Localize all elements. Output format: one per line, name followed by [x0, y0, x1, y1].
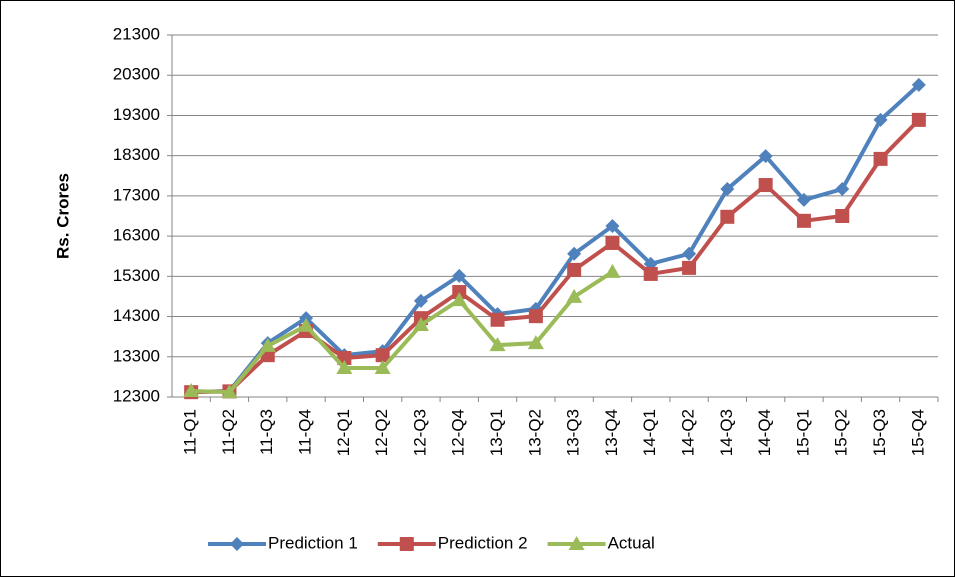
data-point: [605, 219, 620, 234]
data-point: [873, 151, 888, 166]
data-point: [528, 309, 543, 324]
data-point: [796, 213, 811, 228]
data-point: [682, 246, 697, 261]
data-point: [911, 77, 926, 92]
data-point: [336, 360, 353, 375]
data-point: [835, 182, 850, 197]
x-tick-label: 14-Q4: [755, 409, 774, 456]
y-axis-label: Rs. Crores: [53, 173, 72, 259]
legend-label: Actual: [608, 533, 655, 552]
data-point: [604, 263, 621, 278]
data-point: [490, 312, 505, 327]
y-tick-label: 16300: [113, 226, 160, 245]
x-tick-label: 11-Q1: [181, 409, 200, 455]
data-point: [375, 348, 390, 363]
data-point: [796, 192, 811, 207]
data-point: [452, 268, 467, 283]
data-point: [643, 266, 658, 281]
data-point: [682, 260, 697, 275]
data-point: [374, 360, 391, 375]
legend-label: Prediction 2: [438, 533, 528, 552]
x-tick-label: 14-Q3: [717, 409, 736, 456]
y-tick-label: 13300: [113, 346, 160, 365]
data-point: [259, 337, 276, 352]
data-point: [452, 285, 467, 300]
data-point: [567, 262, 582, 277]
legend-marker: [399, 537, 414, 551]
x-tick-label: 11-Q3: [257, 409, 276, 455]
y-tick-label: 19300: [113, 105, 160, 124]
x-tick-label: 12-Q2: [372, 409, 391, 456]
data-point: [527, 335, 544, 350]
data-point: [720, 209, 735, 224]
data-point: [298, 317, 315, 332]
y-tick-label: 12300: [113, 386, 160, 405]
data-point: [183, 382, 200, 397]
y-tick-label: 21300: [113, 24, 160, 43]
x-tick-label: 15-Q3: [870, 409, 889, 456]
legend-marker: [230, 537, 244, 551]
data-point: [566, 288, 583, 303]
y-tick-label: 14300: [113, 306, 160, 325]
legend-label: Prediction 1: [268, 533, 358, 552]
x-tick-label: 13-Q2: [525, 409, 544, 456]
series-line: [191, 270, 614, 395]
y-tick-label: 20300: [113, 65, 160, 84]
data-point: [873, 112, 888, 127]
x-tick-label: 15-Q1: [793, 409, 812, 456]
data-point: [221, 384, 238, 399]
data-point: [605, 235, 620, 250]
x-tick-label: 11-Q2: [219, 409, 238, 455]
x-tick-label: 12-Q4: [449, 409, 468, 456]
x-tick-label: 13-Q4: [602, 409, 621, 456]
y-tick-label: 18300: [113, 145, 160, 164]
data-point: [412, 317, 429, 332]
legend-marker: [568, 536, 585, 550]
x-tick-label: 12-Q3: [410, 409, 429, 456]
x-tick-label: 11-Q4: [296, 409, 315, 455]
data-point: [413, 293, 428, 308]
x-tick-label: 15-Q2: [832, 409, 851, 456]
x-tick-label: 13-Q3: [564, 409, 583, 456]
data-point: [835, 209, 850, 223]
data-point: [451, 292, 468, 307]
x-tick-label: 15-Q4: [908, 409, 927, 456]
data-point: [911, 112, 926, 127]
x-tick-label: 13-Q1: [487, 409, 506, 456]
data-point: [489, 337, 506, 352]
y-tick-label: 17300: [113, 185, 160, 204]
x-tick-label: 14-Q2: [679, 409, 698, 456]
data-point: [567, 246, 582, 261]
y-tick-label: 15300: [113, 266, 160, 285]
data-point: [758, 149, 773, 164]
x-tick-label: 12-Q1: [334, 409, 353, 456]
x-tick-label: 14-Q1: [640, 409, 659, 456]
data-point: [720, 182, 735, 197]
data-point: [758, 178, 773, 193]
